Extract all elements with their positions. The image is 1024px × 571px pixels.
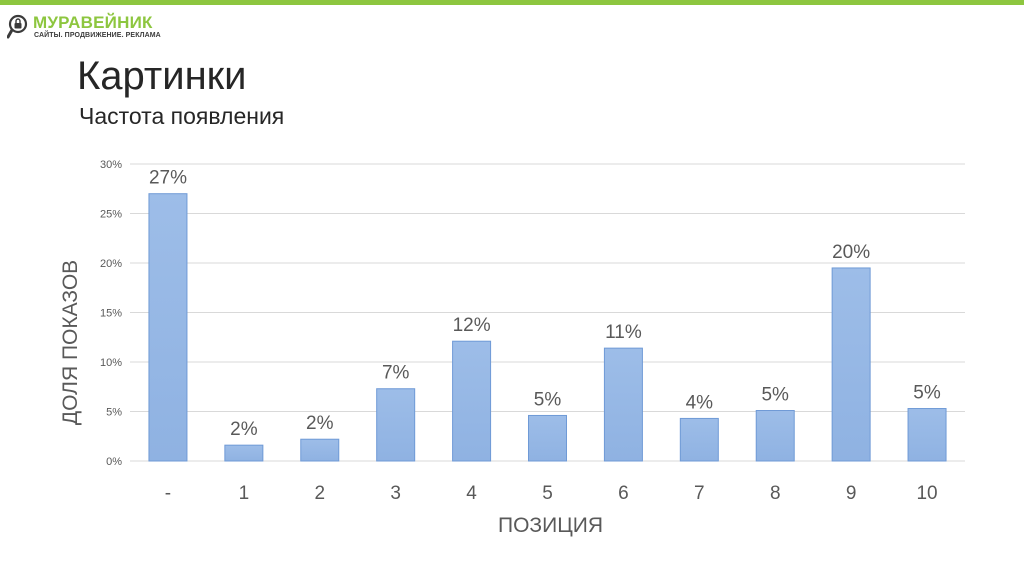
data-label: 12%	[453, 315, 491, 336]
logo-name: МУРАВЕЙНИК	[33, 13, 153, 32]
y-tick-label: 25%	[100, 209, 122, 221]
x-tick-label: 4	[466, 483, 477, 504]
data-label: 27%	[149, 168, 187, 189]
data-label: 5%	[534, 389, 562, 410]
bar	[376, 388, 416, 462]
bar	[603, 347, 643, 462]
x-tick-label: 1	[239, 483, 250, 504]
bar	[148, 193, 188, 462]
data-label: 2%	[306, 413, 334, 434]
page-title: Картинки	[77, 54, 247, 98]
bar	[679, 417, 719, 462]
y-tick-label: 30%	[100, 159, 122, 171]
x-tick-label: 7	[694, 483, 705, 504]
data-label: 4%	[686, 392, 714, 413]
bar	[300, 438, 340, 462]
bar	[755, 410, 795, 462]
logo-tagline: САЙТЫ. ПРОДВИЖЕНИЕ. РЕКЛАМА	[34, 32, 161, 39]
x-tick-label: 5	[542, 483, 553, 504]
bar	[452, 340, 492, 462]
accent-top-bar	[0, 0, 1024, 5]
x-tick-label: -	[165, 483, 171, 504]
data-label: 5%	[761, 385, 789, 406]
y-tick-label: 20%	[100, 258, 122, 270]
y-axis-title: ДОЛЯ ПОКАЗОВ	[59, 260, 82, 425]
x-tick-label: 8	[770, 483, 781, 504]
x-tick-label: 6	[618, 483, 629, 504]
data-label: 11%	[605, 322, 642, 343]
y-tick-label: 10%	[100, 357, 122, 369]
data-label: 7%	[382, 363, 410, 384]
data-label: 20%	[832, 242, 870, 263]
bar	[907, 408, 947, 462]
x-axis-title: ПОЗИЦИЯ	[498, 514, 603, 537]
x-tick-label: 10	[916, 483, 937, 504]
y-tick-label: 0%	[106, 456, 122, 468]
bar	[831, 267, 871, 462]
x-tick-label: 3	[390, 483, 401, 504]
page-subtitle: Частота появления	[79, 103, 285, 129]
magnifier-lock-icon	[7, 14, 28, 39]
data-label: 2%	[230, 419, 258, 440]
bar	[528, 414, 567, 462]
y-tick-label: 5%	[106, 407, 122, 419]
logo: МУРАВЕЙНИК САЙТЫ. ПРОДВИЖЕНИЕ. РЕКЛАМА	[7, 11, 207, 41]
y-tick-label: 15%	[100, 308, 122, 320]
x-tick-label: 9	[846, 483, 857, 504]
x-tick-label: 2	[314, 483, 325, 504]
data-label: 5%	[913, 383, 941, 404]
bar	[224, 444, 264, 462]
